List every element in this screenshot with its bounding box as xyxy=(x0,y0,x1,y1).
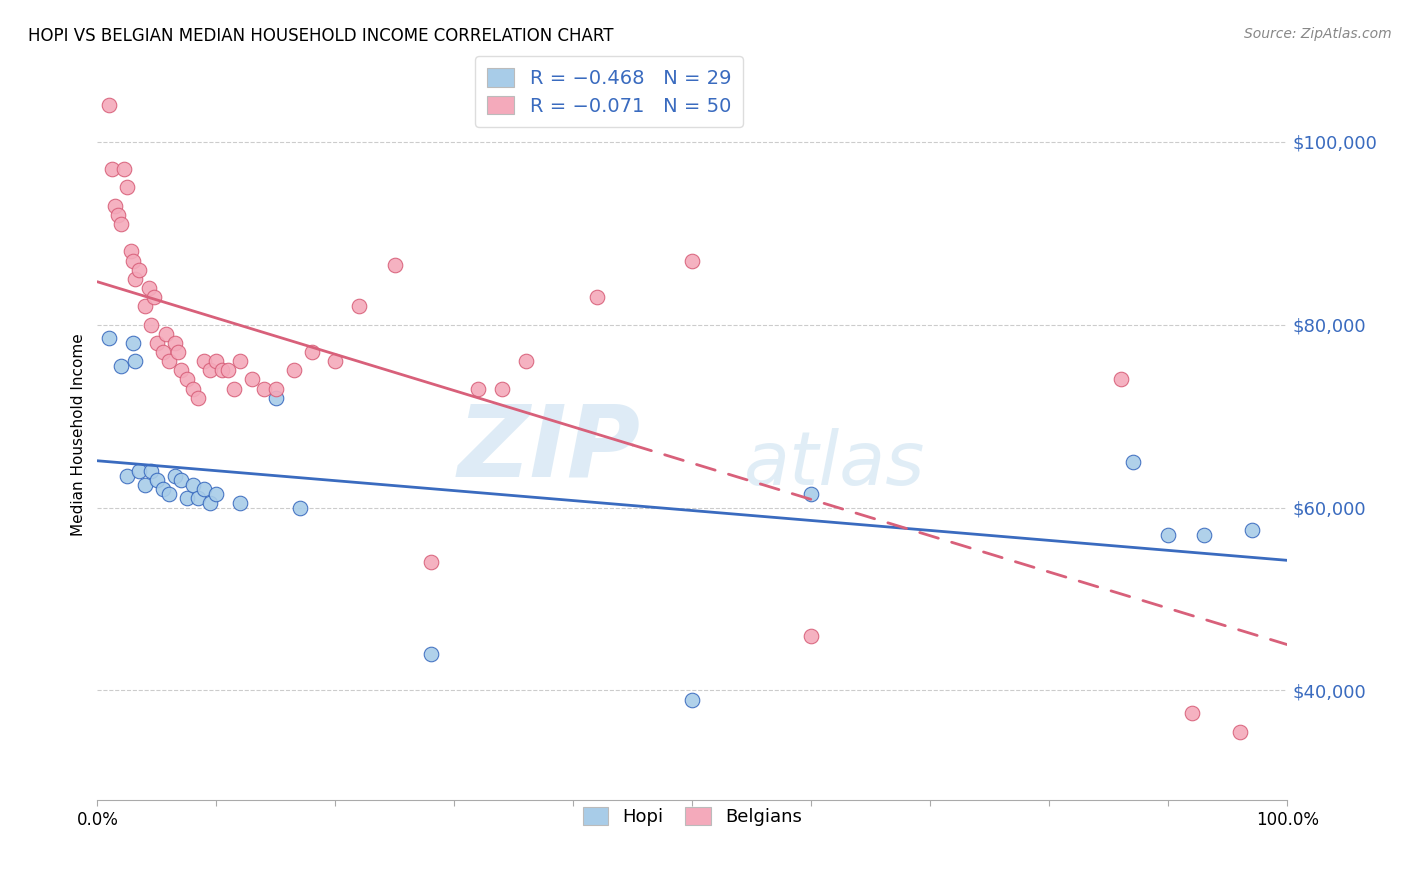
Point xyxy=(288,500,311,515)
Point xyxy=(124,272,146,286)
Point xyxy=(100,162,122,177)
Text: Source: ZipAtlas.com: Source: ZipAtlas.com xyxy=(1244,27,1392,41)
Point xyxy=(1121,455,1143,469)
Point xyxy=(1181,706,1204,721)
Point xyxy=(681,253,703,268)
Point xyxy=(187,491,209,506)
Point xyxy=(98,98,121,112)
Point xyxy=(264,382,287,396)
Point xyxy=(491,382,513,396)
Point xyxy=(152,482,174,496)
Point xyxy=(138,281,160,295)
Point xyxy=(112,162,135,177)
Point xyxy=(128,262,150,277)
Point xyxy=(800,487,823,501)
Point xyxy=(155,326,177,341)
Point xyxy=(193,482,215,496)
Point xyxy=(515,354,537,368)
Point xyxy=(139,464,162,478)
Y-axis label: Median Household Income: Median Household Income xyxy=(72,333,86,536)
Point xyxy=(187,391,209,405)
Point xyxy=(139,318,162,332)
Point xyxy=(110,217,132,231)
Point xyxy=(1192,528,1215,542)
Point xyxy=(152,345,174,359)
Point xyxy=(240,372,263,386)
Point xyxy=(181,382,204,396)
Point xyxy=(1109,372,1132,386)
Point xyxy=(264,391,287,405)
Point xyxy=(323,354,346,368)
Point xyxy=(217,363,239,377)
Point xyxy=(347,299,370,313)
Point xyxy=(128,464,150,478)
Point xyxy=(419,647,441,661)
Point xyxy=(211,363,233,377)
Point xyxy=(283,363,305,377)
Point xyxy=(104,199,127,213)
Point xyxy=(115,180,138,194)
Point xyxy=(1240,524,1263,538)
Point xyxy=(157,354,180,368)
Point xyxy=(98,331,121,345)
Point xyxy=(120,244,142,259)
Point xyxy=(200,496,222,510)
Point xyxy=(115,468,138,483)
Point xyxy=(200,363,222,377)
Point xyxy=(157,487,180,501)
Point xyxy=(124,354,146,368)
Point xyxy=(205,354,228,368)
Point xyxy=(205,487,228,501)
Point xyxy=(1157,528,1180,542)
Point xyxy=(163,335,186,350)
Point xyxy=(122,335,145,350)
Point xyxy=(181,477,204,491)
Point xyxy=(229,496,252,510)
Point xyxy=(146,335,169,350)
Point xyxy=(301,345,323,359)
Text: ZIP: ZIP xyxy=(458,401,641,498)
Point xyxy=(224,382,246,396)
Point xyxy=(143,290,166,304)
Point xyxy=(110,359,132,373)
Point xyxy=(169,363,191,377)
Point xyxy=(586,290,609,304)
Point xyxy=(1229,724,1251,739)
Point xyxy=(146,473,169,487)
Point xyxy=(176,372,198,386)
Point xyxy=(253,382,276,396)
Point xyxy=(193,354,215,368)
Point xyxy=(134,477,156,491)
Legend: Hopi, Belgians: Hopi, Belgians xyxy=(574,798,811,835)
Point xyxy=(134,299,156,313)
Point xyxy=(800,629,823,643)
Point xyxy=(467,382,489,396)
Point xyxy=(107,208,129,222)
Point xyxy=(384,258,406,272)
Text: HOPI VS BELGIAN MEDIAN HOUSEHOLD INCOME CORRELATION CHART: HOPI VS BELGIAN MEDIAN HOUSEHOLD INCOME … xyxy=(28,27,613,45)
Point xyxy=(419,556,441,570)
Point xyxy=(681,692,703,706)
Point xyxy=(163,468,186,483)
Point xyxy=(176,491,198,506)
Point xyxy=(169,473,191,487)
Text: atlas: atlas xyxy=(744,427,925,500)
Point xyxy=(229,354,252,368)
Point xyxy=(122,253,145,268)
Point xyxy=(167,345,190,359)
